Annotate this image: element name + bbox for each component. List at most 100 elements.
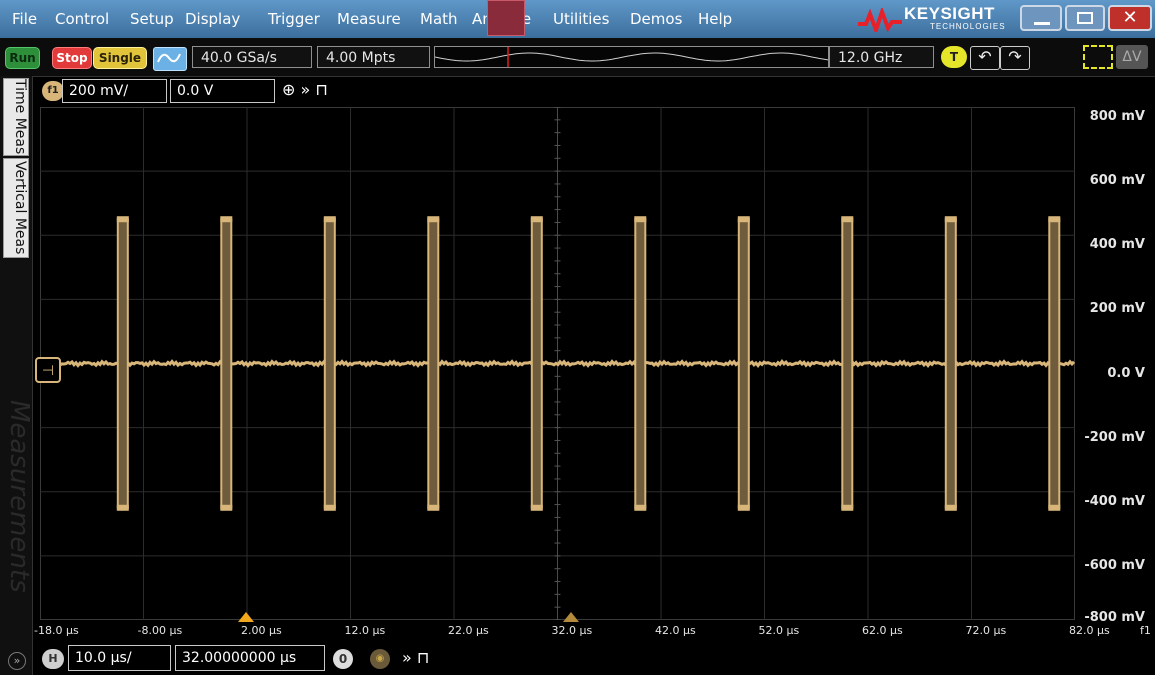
burst-bottom-cap (1048, 504, 1061, 511)
burst-top-cap (530, 216, 543, 223)
analyze-icon[interactable] (487, 0, 525, 36)
menu-math[interactable]: Math (420, 10, 458, 28)
burst-bottom-cap (634, 504, 647, 511)
burst-bottom-cap (530, 504, 543, 511)
y-tick-label: -200 mV (1084, 429, 1145, 445)
horizontal-scale-readout[interactable]: 10.0 µs/ (68, 645, 171, 671)
y-tick-label: -600 mV (1084, 557, 1145, 573)
vertical-offset-readout[interactable]: 0.0 V (170, 79, 275, 103)
x-tick-label: 62.0 µs (862, 624, 903, 637)
burst-bottom-cap (841, 504, 854, 511)
timebase-controls[interactable]: » ⊓ (402, 648, 430, 667)
x-tick-label: 72.0 µs (965, 624, 1007, 637)
waveform-display[interactable] (40, 107, 1075, 620)
menu-measure[interactable]: Measure (337, 10, 401, 28)
burst-envelope (737, 218, 750, 509)
sample-rate-readout[interactable]: 40.0 GSa/s (192, 46, 312, 68)
burst-envelope (116, 218, 129, 509)
maximize-button[interactable] (1065, 5, 1105, 31)
menu-bar (0, 0, 1155, 38)
menu-utilities[interactable]: Utilities (553, 10, 610, 28)
keysight-logo-icon (858, 8, 902, 32)
overview-wave (434, 47, 829, 67)
minimize-button[interactable] (1020, 5, 1062, 31)
zero-position-button[interactable]: 0 (333, 649, 353, 669)
x-tick-label: 82.0 µs (1069, 624, 1110, 637)
y-tick-label: 800 mV (1089, 109, 1145, 124)
baseline-trace (40, 359, 1075, 368)
waveform-chart (40, 107, 1075, 620)
burst-envelope (427, 218, 440, 509)
y-tick-label: 200 mV (1089, 301, 1145, 317)
memory-depth-readout[interactable]: 4.00 Mpts (317, 46, 430, 68)
autoscale-button[interactable] (153, 47, 187, 71)
burst-envelope (634, 218, 647, 509)
burst-envelope (841, 218, 854, 509)
brand-name: KEYSIGHT (904, 4, 995, 23)
waveform-overview[interactable] (434, 46, 829, 68)
x-tick-label: 2.00 µs (241, 624, 282, 637)
burst-envelope (1048, 218, 1061, 509)
burst-envelope (944, 218, 957, 509)
burst-top-cap (116, 216, 129, 223)
burst-top-cap (427, 216, 440, 223)
redo-button[interactable]: ↷ (1000, 46, 1030, 70)
autoscale-wave-icon (157, 53, 181, 63)
menu-control[interactable]: Control (55, 10, 110, 28)
delay-reference-marker (563, 612, 579, 622)
menu-display[interactable]: Display (185, 10, 241, 28)
y-tick-label: -800 mV (1084, 610, 1145, 625)
channel-controls[interactable]: ⊕ » ⊓ (282, 80, 328, 99)
undo-button[interactable]: ↶ (970, 46, 1000, 70)
channel-badge[interactable]: f1 (42, 81, 64, 101)
burst-top-cap (220, 216, 233, 223)
burst-bottom-cap (323, 504, 336, 511)
stop-button[interactable]: Stop (52, 47, 92, 69)
burst-bottom-cap (737, 504, 750, 511)
x-tick-label: 52.0 µs (758, 624, 800, 637)
x-tick-label: -18.0 µs (34, 624, 79, 637)
y-tick-label: -400 mV (1084, 493, 1145, 509)
expand-arrow-button[interactable]: » (8, 652, 26, 670)
burst-bottom-cap (220, 504, 233, 511)
x-tick-label: 12.0 µs (344, 624, 386, 637)
close-button[interactable]: ✕ (1108, 5, 1152, 31)
x-tick-label: 32.0 µs (551, 624, 593, 637)
burst-envelope (323, 218, 336, 509)
menu-setup[interactable]: Setup (130, 10, 174, 28)
burst-top-cap (1048, 216, 1061, 223)
horizontal-badge[interactable]: H (42, 649, 64, 669)
horizontal-position-readout[interactable]: 32.00000000 µs (175, 645, 325, 671)
x-axis-unit-label: f1 (1140, 624, 1151, 637)
delta-v-button[interactable]: ΔV (1116, 45, 1148, 69)
menu-help[interactable]: Help (698, 10, 733, 28)
vertical-scale-readout[interactable]: 200 mV/ (62, 79, 167, 103)
menu-trigger[interactable]: Trigger (268, 10, 320, 28)
y-tick-label: 600 mV (1089, 173, 1145, 189)
burst-top-cap (323, 216, 336, 223)
bandwidth-readout[interactable]: 12.0 GHz (829, 46, 934, 68)
single-button[interactable]: Single (93, 47, 147, 69)
burst-top-cap (634, 216, 647, 223)
trigger-position-marker (238, 612, 254, 622)
burst-bottom-cap (944, 504, 957, 511)
tab-time-meas[interactable]: Time Meas (3, 78, 29, 156)
trigger-button[interactable]: T (941, 46, 967, 68)
burst-top-cap (737, 216, 750, 223)
zoom-box-button[interactable] (1083, 45, 1113, 69)
burst-bottom-cap (427, 504, 440, 511)
burst-top-cap (841, 216, 854, 223)
x-tick-label: 22.0 µs (448, 624, 489, 637)
menu-file[interactable]: File (12, 10, 38, 28)
run-button[interactable]: Run (5, 47, 40, 69)
ground-reference-marker[interactable]: ⊣ (35, 357, 61, 383)
brand-subtitle: TECHNOLOGIES (930, 22, 1006, 31)
tab-vertical-meas[interactable]: Vertical Meas (3, 158, 29, 258)
burst-envelope (530, 218, 543, 509)
burst-envelope (220, 218, 233, 509)
menu-demos[interactable]: Demos (630, 10, 683, 28)
y-tick-label: 0.0 V (1107, 365, 1145, 381)
zoom-dial-icon[interactable]: ◉ (370, 649, 390, 669)
measurements-watermark: Measurements (4, 400, 34, 593)
x-tick-label: -8.00 µs (137, 624, 183, 637)
